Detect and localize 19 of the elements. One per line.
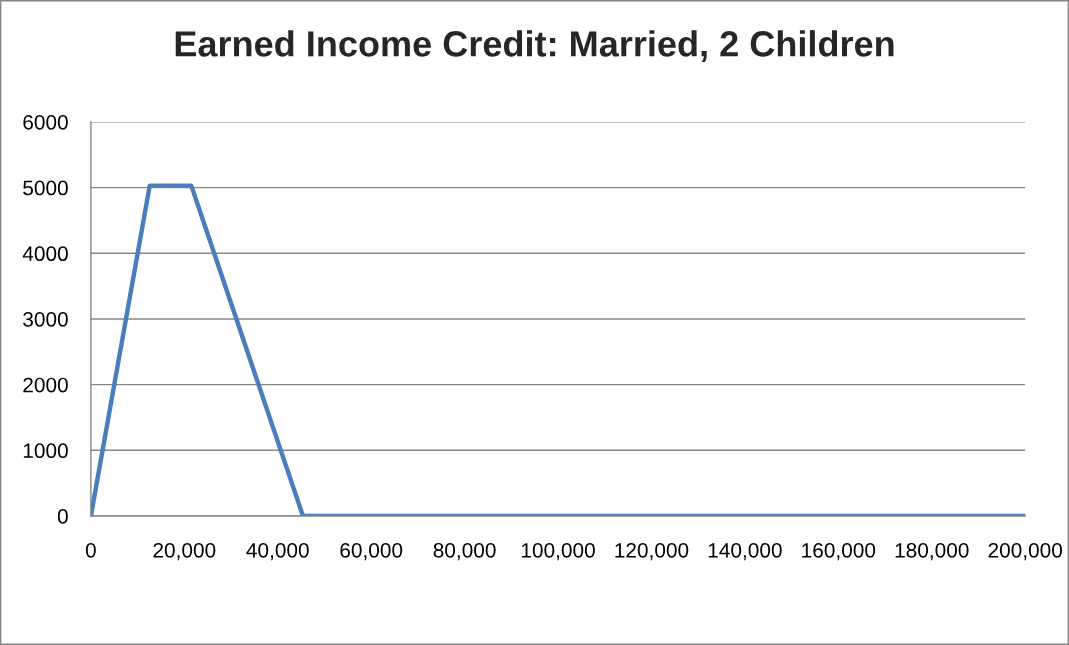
y-tick-label: 5000 — [23, 180, 68, 196]
x-tick-label: 40,000 — [246, 542, 309, 561]
y-tick-label: 4000 — [22, 246, 68, 262]
chart-title: Earned Income Credit: Married, 2 Children — [175, 30, 894, 62]
y-tick-label: 6000 — [23, 114, 68, 130]
x-tick-label: 0 — [85, 542, 96, 558]
y-tick-label: 3000 — [23, 311, 68, 327]
x-tick-label: 140,000 — [708, 542, 782, 561]
x-tick-label: 180,000 — [895, 542, 969, 561]
y-tick-label: 1000 — [23, 443, 68, 459]
x-tick-label: 100,000 — [521, 542, 595, 561]
x-tick-label: 160,000 — [802, 542, 876, 561]
x-tick-label: 80,000 — [433, 542, 496, 561]
x-tick-label: 60,000 — [340, 542, 403, 561]
x-tick-label: 200,000 — [988, 542, 1063, 561]
x-tick-label: 20,000 — [153, 542, 216, 561]
x-tick-label: 120,000 — [615, 542, 689, 561]
y-tick-label: 0 — [57, 509, 68, 524]
y-tick-label: 2000 — [23, 377, 68, 393]
